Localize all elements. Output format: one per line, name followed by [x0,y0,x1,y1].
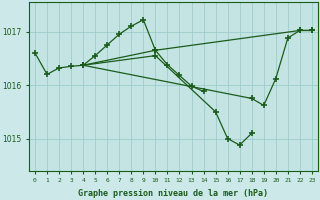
X-axis label: Graphe pression niveau de la mer (hPa): Graphe pression niveau de la mer (hPa) [78,189,268,198]
